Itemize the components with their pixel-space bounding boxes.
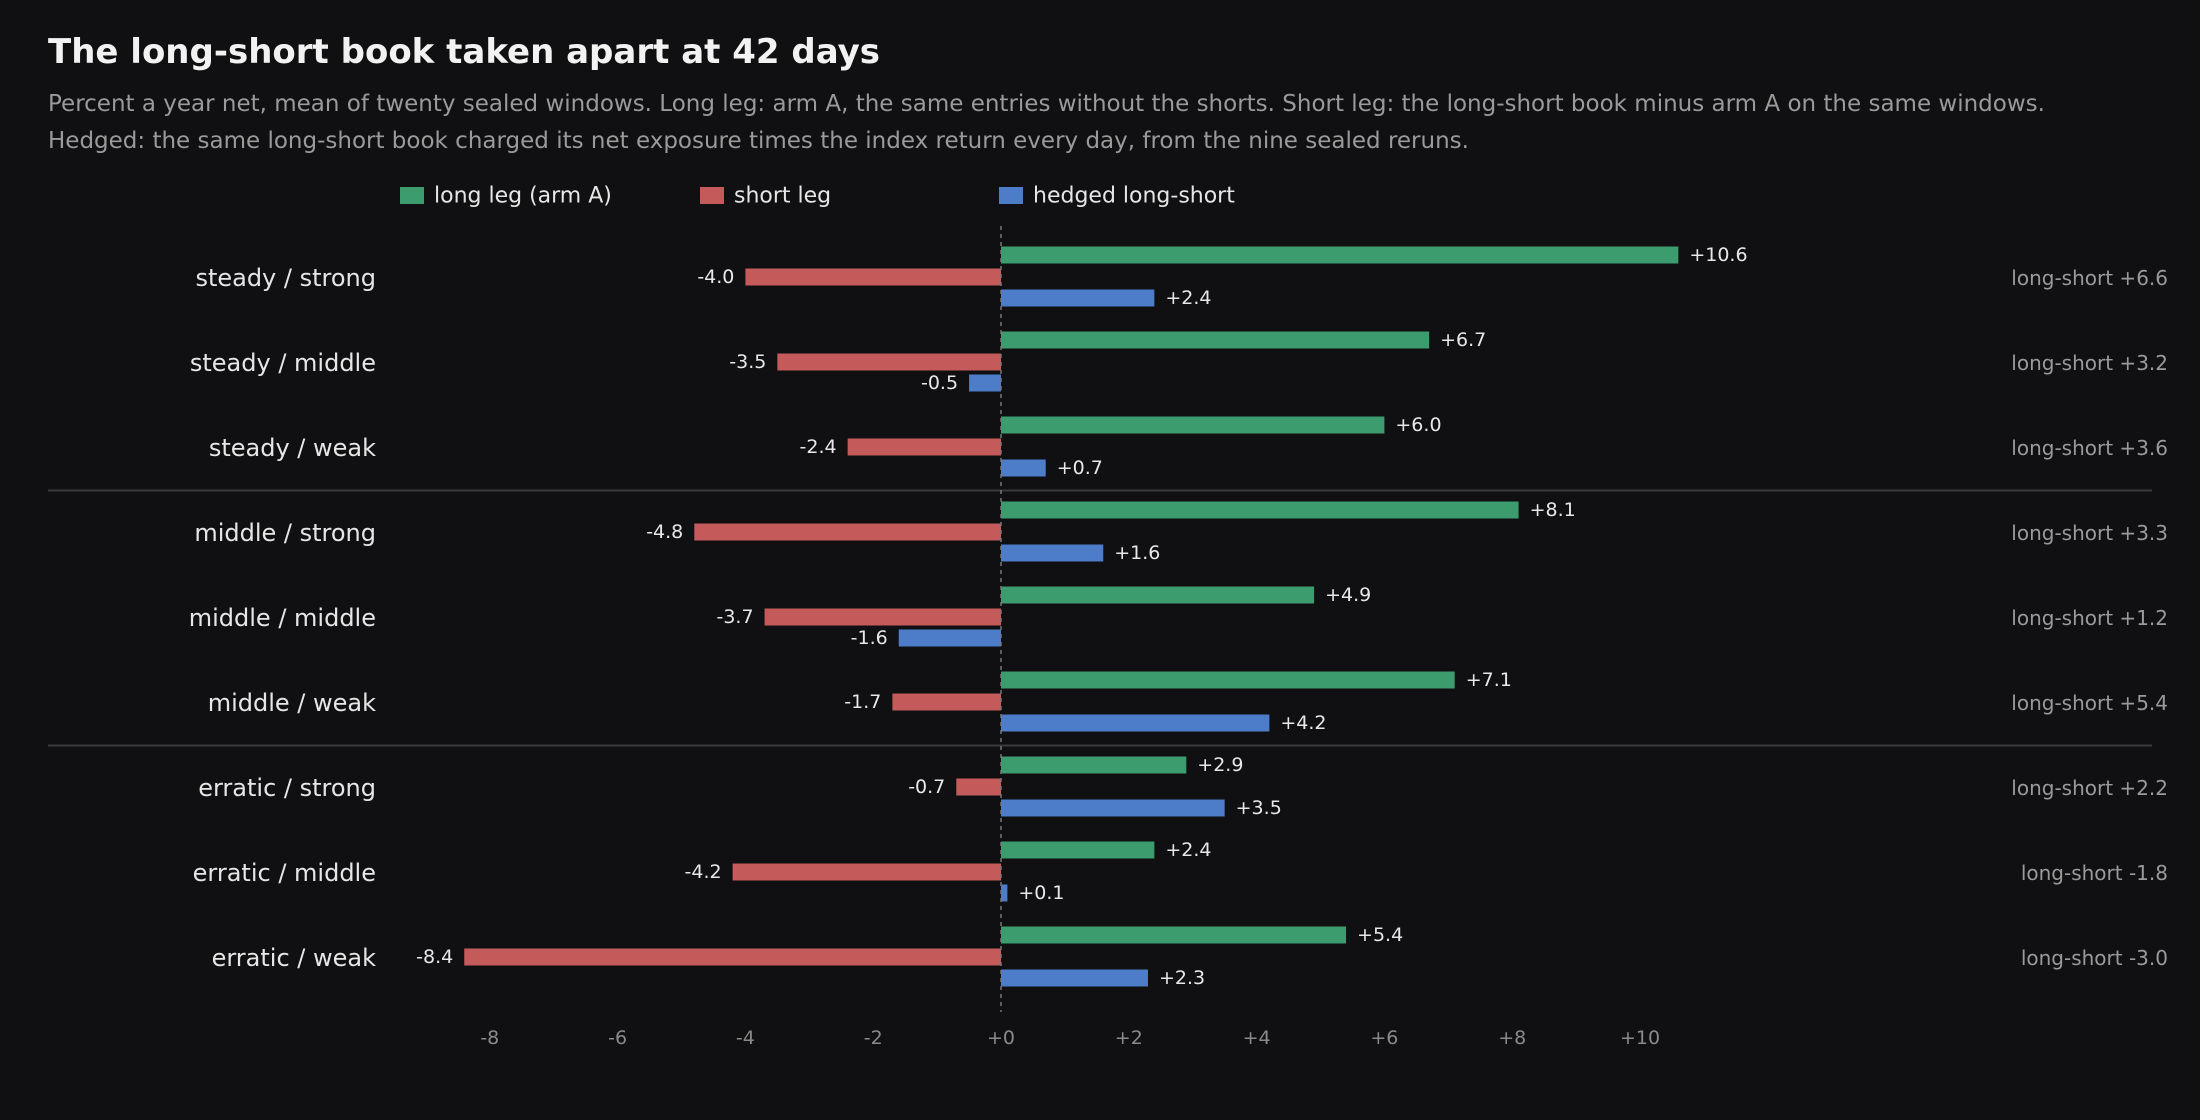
row-annotation: long-short +1.2 <box>2011 606 2168 630</box>
bar-hedged-long-short <box>1001 884 1008 902</box>
data-label: -1.6 <box>851 627 888 649</box>
data-label: -2.4 <box>800 436 837 458</box>
data-label: -8.4 <box>416 946 453 968</box>
row-annotation: long-short +3.6 <box>2011 436 2168 460</box>
x-tick-label: +0 <box>987 1027 1015 1049</box>
legend-swatch-3 <box>999 187 1023 204</box>
bar-short-leg <box>892 693 1001 711</box>
row-annotation: long-short -1.8 <box>2021 861 2168 885</box>
subtitle-line-2: Hedged: the same long-short book charged… <box>48 128 1469 154</box>
category-label: middle / weak <box>208 689 376 717</box>
row-annotation: long-short +3.3 <box>2011 521 2168 545</box>
bar-short-leg <box>777 353 1001 371</box>
bar-short-leg <box>745 268 1001 286</box>
data-label: +4.2 <box>1280 712 1326 734</box>
data-label: +0.1 <box>1018 882 1064 904</box>
x-tick-label: -2 <box>864 1027 883 1049</box>
data-label: -4.2 <box>685 861 722 883</box>
legend-label-3: hedged long-short <box>1033 184 1235 209</box>
chart-title: The long-short book taken apart at 42 da… <box>48 32 881 72</box>
row-annotation: long-short +3.2 <box>2011 351 2168 375</box>
data-label: +6.0 <box>1395 414 1441 436</box>
chart-subtitle: Percent a year net, mean of twenty seale… <box>48 86 2158 160</box>
bar-long-leg-arm-a <box>1001 756 1187 774</box>
data-label: -1.7 <box>844 691 881 713</box>
bar-hedged-long-short <box>898 629 1001 647</box>
row-annotation: long-short +5.4 <box>2011 691 2168 715</box>
data-label: +2.4 <box>1165 839 1211 861</box>
bar-short-leg <box>464 948 1001 966</box>
data-label: +2.4 <box>1165 287 1211 309</box>
data-label: +4.9 <box>1325 584 1371 606</box>
x-tick-label: -6 <box>608 1027 627 1049</box>
data-label: +10.6 <box>1689 244 1747 266</box>
x-tick-label: -4 <box>736 1027 755 1049</box>
category-label: middle / middle <box>189 604 376 632</box>
bar-hedged-long-short <box>1001 459 1046 477</box>
bar-long-leg-arm-a <box>1001 841 1155 859</box>
data-label: +1.6 <box>1114 542 1160 564</box>
legend-label-2: short leg <box>734 184 831 209</box>
legend-label-1: long leg (arm A) <box>434 184 612 209</box>
bar-short-leg <box>956 778 1001 796</box>
row-annotation: long-short +2.2 <box>2011 776 2168 800</box>
bar-long-leg-arm-a <box>1001 671 1455 689</box>
category-label: erratic / strong <box>198 774 376 802</box>
data-label: -4.8 <box>646 521 683 543</box>
category-label: steady / strong <box>195 264 376 292</box>
bar-hedged-long-short <box>1001 799 1225 817</box>
bar-short-leg <box>732 863 1001 881</box>
category-label: steady / weak <box>209 434 376 462</box>
data-label: -3.5 <box>729 351 766 373</box>
data-label: -3.7 <box>716 606 753 628</box>
bar-long-leg-arm-a <box>1001 501 1519 519</box>
x-tick-label: +4 <box>1243 1027 1271 1049</box>
data-label: -0.7 <box>908 776 945 798</box>
row-annotation: long-short +6.6 <box>2011 266 2168 290</box>
category-label: steady / middle <box>190 349 376 377</box>
bar-long-leg-arm-a <box>1001 416 1385 434</box>
bar-long-leg-arm-a <box>1001 586 1315 604</box>
data-label: -4.0 <box>697 266 734 288</box>
bar-long-leg-arm-a <box>1001 331 1430 349</box>
category-label: erratic / weak <box>212 944 377 972</box>
bar-short-leg <box>694 523 1001 541</box>
x-tick-label: +6 <box>1370 1027 1398 1049</box>
data-label: +6.7 <box>1440 329 1486 351</box>
legend-swatch-2 <box>700 187 724 204</box>
x-tick-label: +2 <box>1115 1027 1143 1049</box>
data-label: +5.4 <box>1357 924 1403 946</box>
row-annotation: long-short -3.0 <box>2021 946 2168 970</box>
category-label: middle / strong <box>194 519 376 547</box>
bar-short-leg <box>764 608 1001 626</box>
data-label: +0.7 <box>1057 457 1103 479</box>
bar-hedged-long-short <box>1001 289 1155 307</box>
data-label: -0.5 <box>921 372 958 394</box>
category-label: erratic / middle <box>193 859 376 887</box>
legend-swatch-1 <box>400 187 424 204</box>
bar-long-leg-arm-a <box>1001 926 1347 944</box>
data-label: +3.5 <box>1236 797 1282 819</box>
x-tick-label: +8 <box>1498 1027 1526 1049</box>
bar-long-leg-arm-a <box>1001 246 1679 264</box>
x-tick-label: +10 <box>1620 1027 1660 1049</box>
subtitle-line-1: Percent a year net, mean of twenty seale… <box>48 91 2045 117</box>
bar-hedged-long-short <box>1001 714 1270 732</box>
data-label: +2.3 <box>1159 967 1205 989</box>
x-tick-label: -8 <box>480 1027 499 1049</box>
bar-hedged-long-short <box>1001 544 1104 562</box>
bar-hedged-long-short <box>1001 969 1148 987</box>
data-label: +2.9 <box>1197 754 1243 776</box>
bar-hedged-long-short <box>969 374 1001 392</box>
data-label: +8.1 <box>1530 499 1576 521</box>
bar-short-leg <box>847 438 1001 456</box>
data-label: +7.1 <box>1466 669 1512 691</box>
